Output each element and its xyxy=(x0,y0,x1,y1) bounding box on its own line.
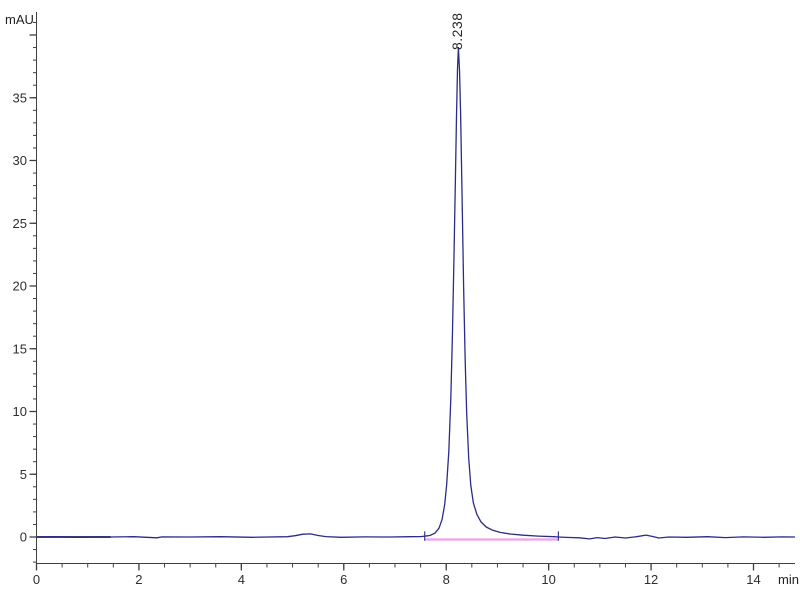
x-tick-label: 8 xyxy=(443,572,450,587)
x-axis-unit-label: min xyxy=(778,572,799,587)
y-tick-label: 35 xyxy=(13,90,27,105)
x-tick-label: 10 xyxy=(541,572,555,587)
x-tick-label: 12 xyxy=(644,572,658,587)
tick-label-layer: 0 5 10 15 20 25 30 35 0 2 4 6 8 10 12 14 xyxy=(13,90,761,587)
y-tick-label: 20 xyxy=(13,279,27,294)
y-tick-label: 25 xyxy=(13,216,27,231)
y-tick-label: 30 xyxy=(13,153,27,168)
axes-layer xyxy=(29,12,795,571)
y-tick-label: 15 xyxy=(13,341,27,356)
peak-retention-time-label: 8.238 xyxy=(449,12,465,50)
signal-trace xyxy=(35,46,796,540)
y-tick-label: 10 xyxy=(13,404,27,419)
signal-trace-layer xyxy=(35,46,796,540)
y-tick-label: 0 xyxy=(20,530,27,545)
y-axis-unit-label: mAU xyxy=(5,12,34,27)
x-tick-label: 14 xyxy=(746,572,760,587)
x-tick-label: 4 xyxy=(238,572,245,587)
x-tick-label: 6 xyxy=(340,572,347,587)
peak-marker-layer xyxy=(424,531,559,541)
y-tick-label: 5 xyxy=(20,467,27,482)
x-tick-label: 0 xyxy=(33,572,40,587)
x-tick-label: 2 xyxy=(135,572,142,587)
